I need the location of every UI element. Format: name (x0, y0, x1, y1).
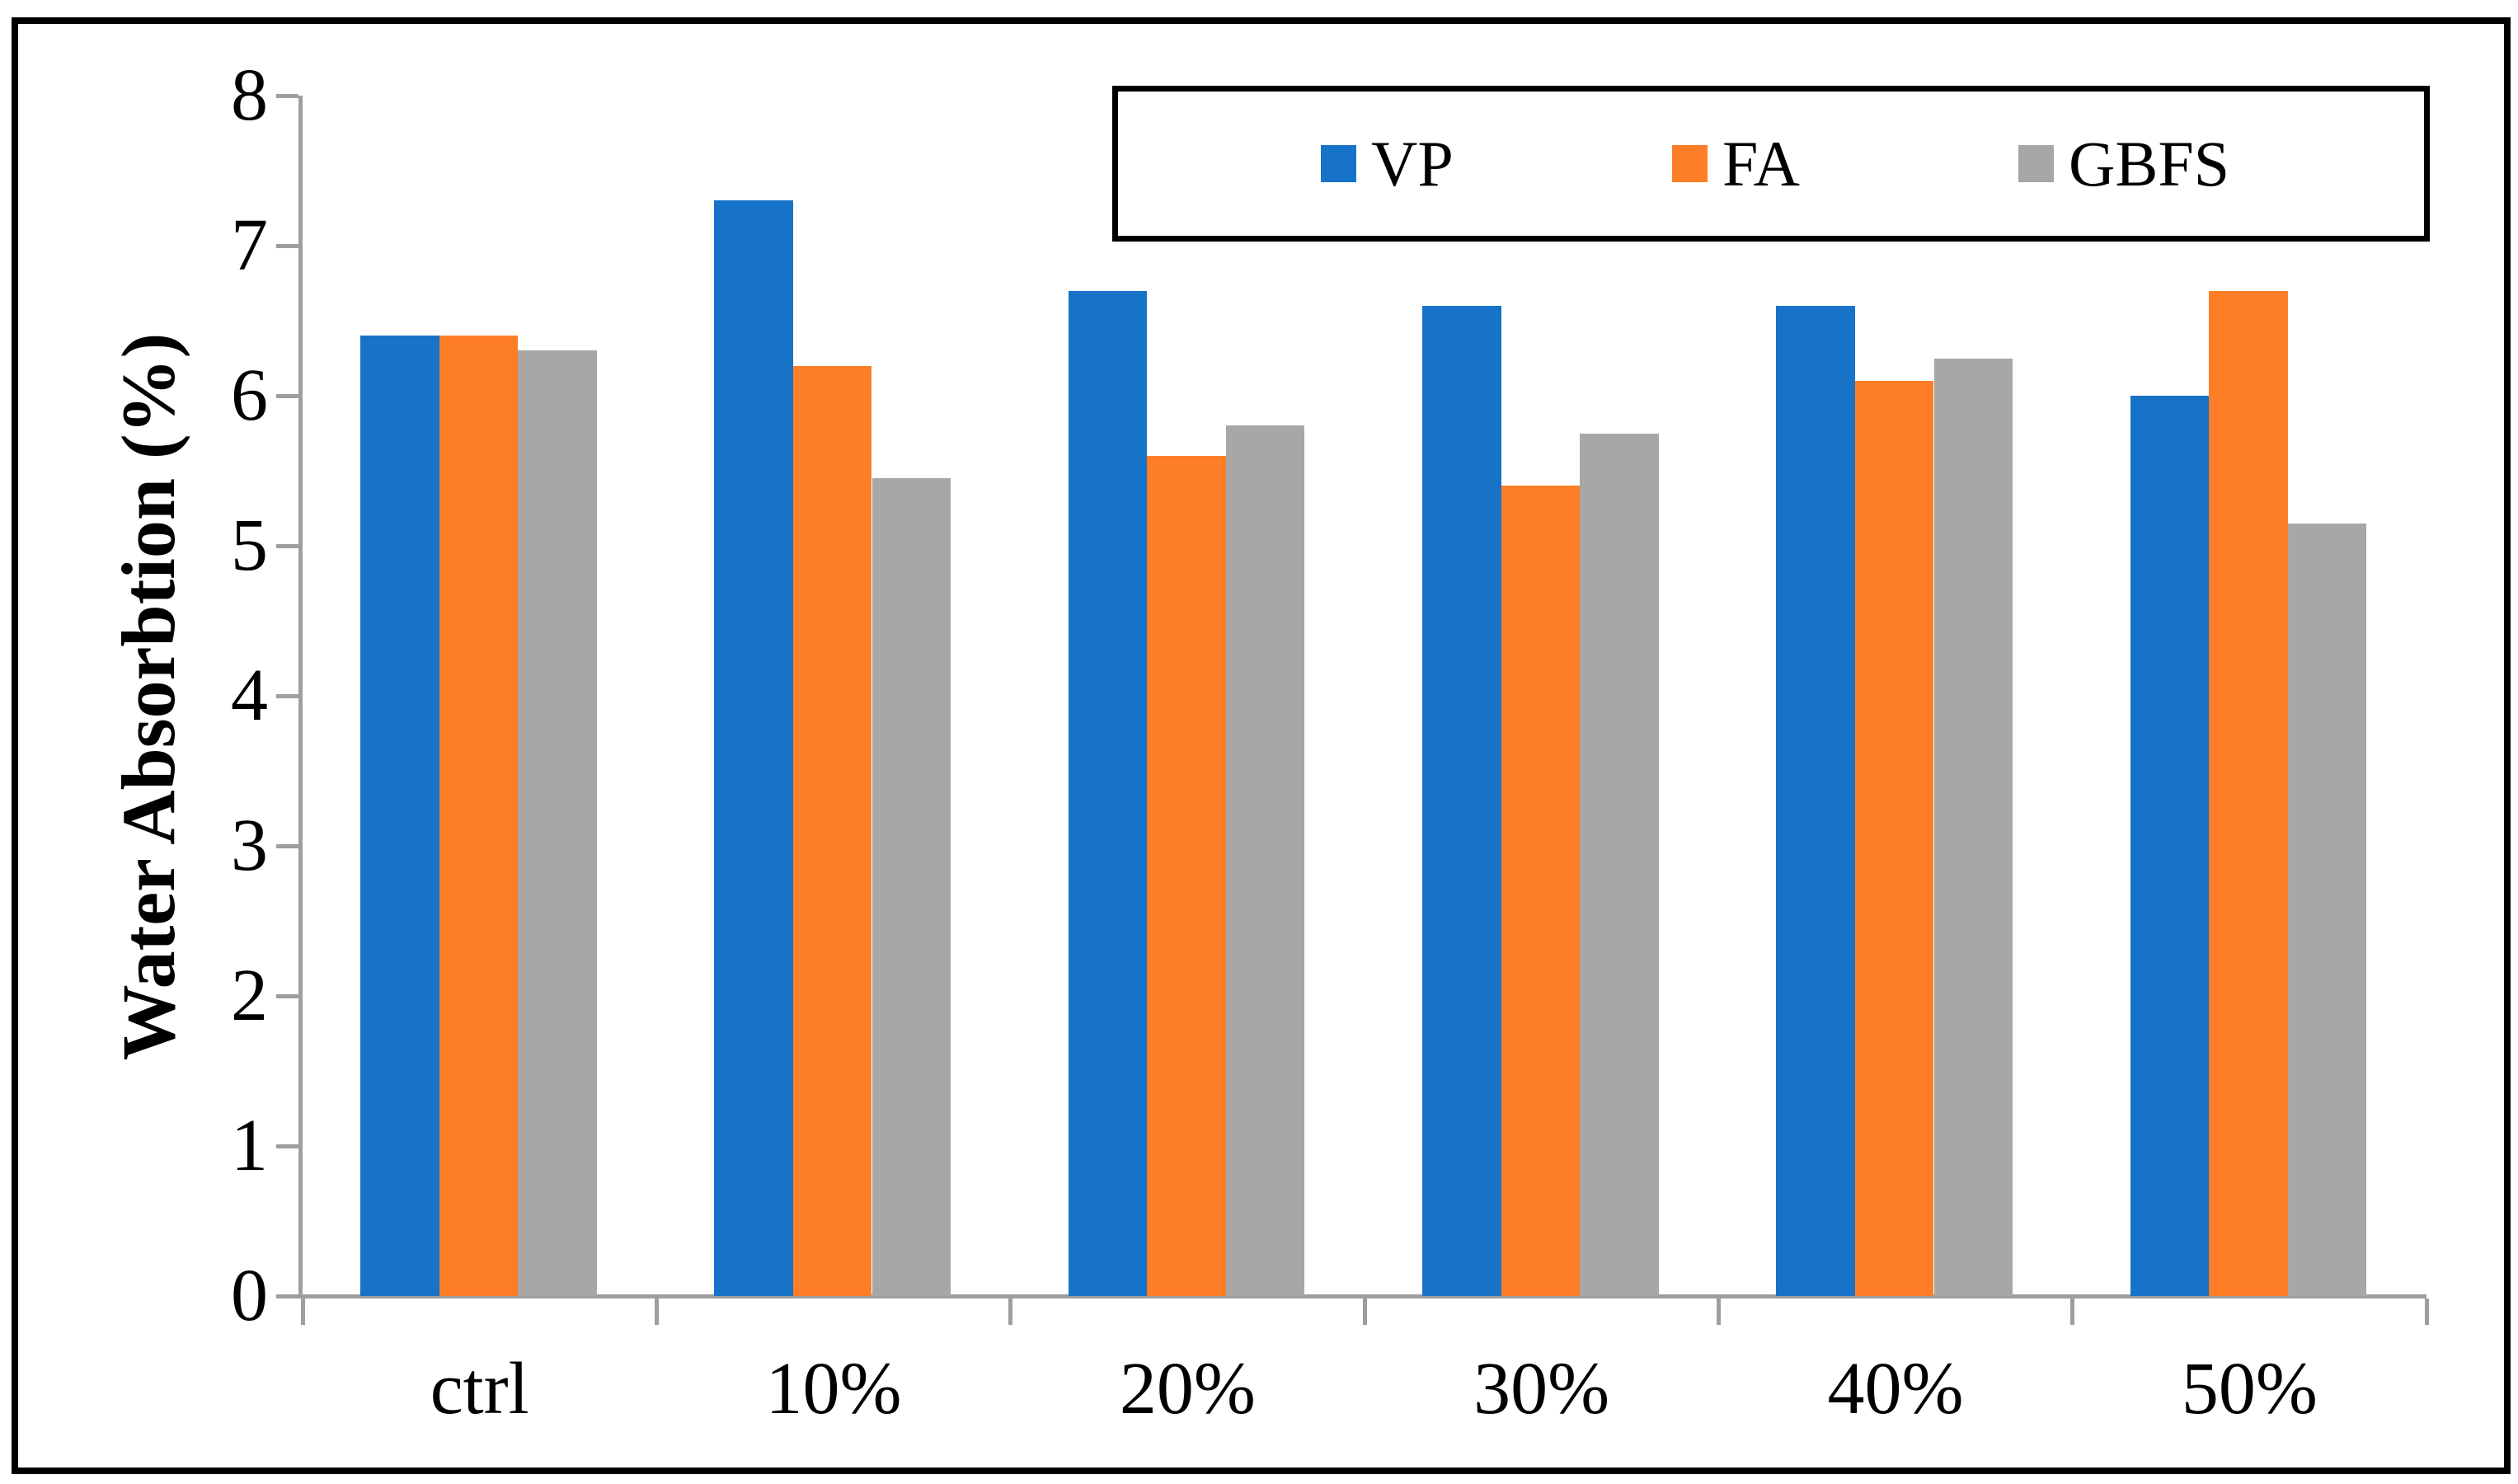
x-boundary-tick-5 (2070, 1298, 2075, 1325)
y-axis-line (298, 96, 303, 1298)
y-tick-label-8: 8 (231, 54, 268, 136)
bar-vp-50% (2130, 396, 2210, 1296)
y-tick-6 (276, 394, 298, 398)
x-boundary-tick-0 (300, 1298, 305, 1325)
bar-gbfs-10% (871, 478, 951, 1296)
y-tick-label-6: 6 (231, 355, 268, 436)
bar-fa-ctrl (439, 336, 519, 1296)
legend-item-vp: VP (1321, 127, 1454, 200)
x-axis-line (276, 1294, 2426, 1298)
y-tick-5 (276, 544, 298, 548)
x-category-label-30%: 30% (1473, 1348, 1610, 1430)
y-tick-label-7: 7 (231, 204, 268, 286)
legend-label-gbfs: GBFS (2069, 127, 2230, 200)
bar-vp-ctrl (360, 336, 439, 1296)
legend-box: VP FA GBFS (1112, 86, 2430, 242)
legend-label-fa: FA (1722, 127, 1800, 200)
legend-label-vp: VP (1371, 127, 1454, 200)
y-tick-2 (276, 994, 298, 998)
x-category-label-20%: 20% (1119, 1348, 1256, 1430)
x-boundary-tick-3 (1362, 1298, 1367, 1325)
y-tick-label-0: 0 (231, 1255, 268, 1336)
y-tick-label-3: 3 (231, 805, 268, 886)
chart-outer-frame (12, 17, 2511, 1474)
bar-fa-20% (1147, 455, 1226, 1296)
legend-swatch-gbfs (2018, 145, 2054, 182)
bar-fa-50% (2209, 290, 2288, 1296)
y-tick-1 (276, 1144, 298, 1148)
bar-fa-40% (1854, 380, 1934, 1296)
bar-vp-20% (1068, 290, 1148, 1296)
bar-gbfs-20% (1225, 425, 1305, 1296)
legend-swatch-fa (1672, 145, 1708, 182)
legend-item-fa: FA (1672, 127, 1800, 200)
x-boundary-tick-4 (1716, 1298, 1721, 1325)
x-category-label-ctrl: ctrl (430, 1348, 529, 1430)
bar-fa-10% (792, 365, 872, 1296)
legend-swatch-vp (1321, 145, 1356, 182)
bar-gbfs-50% (2287, 523, 2367, 1296)
bar-vp-40% (1776, 305, 1855, 1296)
x-category-label-10%: 10% (765, 1348, 902, 1430)
bar-vp-30% (1422, 305, 1501, 1296)
legend-item-gbfs: GBFS (2018, 127, 2230, 200)
y-tick-7 (276, 244, 298, 248)
bar-gbfs-30% (1580, 433, 1659, 1296)
bar-fa-30% (1501, 486, 1581, 1296)
y-tick-label-5: 5 (231, 505, 268, 586)
y-tick-label-4: 4 (231, 655, 268, 736)
bar-vp-10% (714, 200, 793, 1296)
bar-gbfs-ctrl (518, 350, 597, 1296)
y-tick-0 (276, 1294, 298, 1298)
bar-gbfs-40% (1933, 358, 2013, 1296)
y-tick-8 (276, 94, 298, 98)
x-boundary-tick-2 (1008, 1298, 1013, 1325)
x-boundary-tick-1 (654, 1298, 659, 1325)
y-tick-label-2: 2 (231, 955, 268, 1036)
x-boundary-tick-6 (2424, 1298, 2429, 1325)
x-category-label-40%: 40% (1827, 1348, 1964, 1430)
x-category-label-50%: 50% (2181, 1348, 2318, 1430)
y-tick-label-1: 1 (231, 1105, 268, 1186)
y-tick-3 (276, 844, 298, 848)
y-tick-4 (276, 694, 298, 698)
